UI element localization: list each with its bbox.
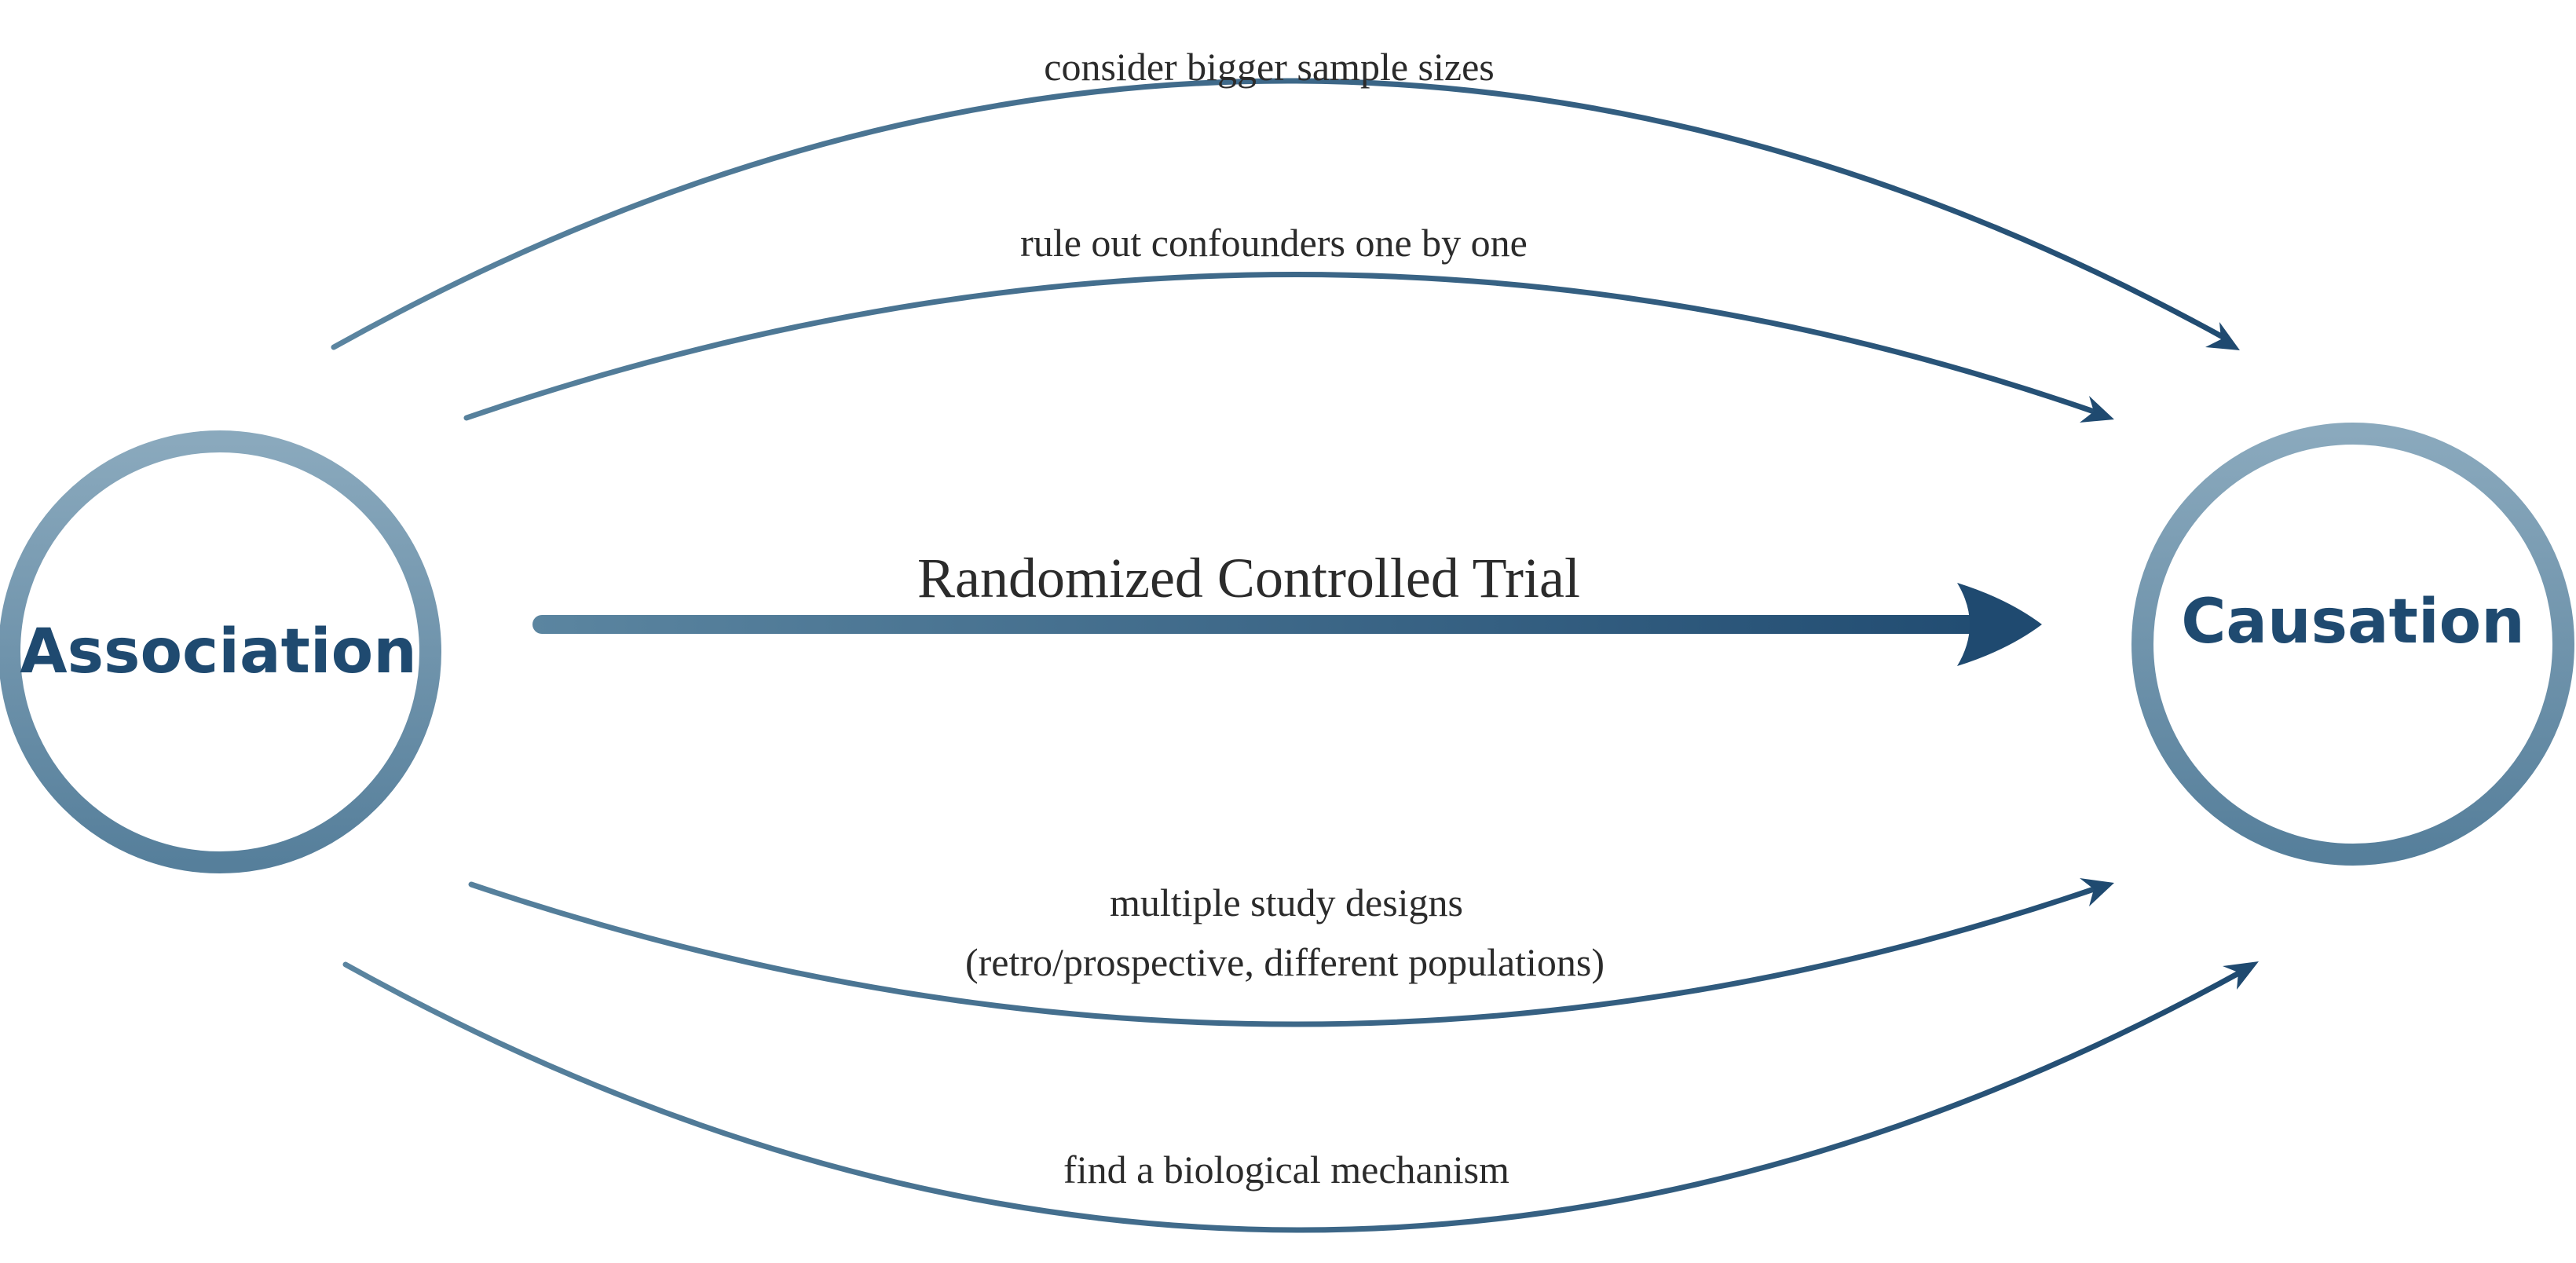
edge-study-designs: multiple study designs (retro/prospectiv…: [468, 878, 2114, 1027]
edge-sample-sizes-label: consider bigger sample sizes: [1044, 45, 1494, 89]
edge-mechanism: find a biological mechanism: [342, 961, 2259, 1233]
edge-rct-arrowhead: [1957, 583, 2042, 666]
edge-mechanism-label: find a biological mechanism: [1063, 1148, 1509, 1192]
association-ring: [0, 430, 441, 873]
edge-confounders-curve: [463, 272, 2102, 421]
edge-sample-sizes: consider bigger sample sizes: [331, 45, 2240, 350]
edge-sample-sizes-arrowhead: [2205, 322, 2240, 350]
edge-study-designs-curve: [468, 881, 2102, 1027]
association-label: Association: [20, 617, 417, 687]
edge-confounders-arrowhead: [2080, 396, 2114, 423]
edge-confounders-label: rule out confounders one by one: [1020, 221, 1528, 265]
causation-label: Causation: [2181, 587, 2525, 657]
edge-rct: Randomized Controlled Trial: [532, 547, 2042, 666]
edge-study-designs-label-line1: multiple study designs: [1110, 880, 1463, 924]
edge-mechanism-curve: [342, 961, 2246, 1233]
edge-study-designs-label-line2: (retro/prospective, different population…: [965, 940, 1605, 984]
edge-rct-label: Randomized Controlled Trial: [917, 547, 1580, 610]
edge-confounders: rule out confounders one by one: [463, 221, 2114, 423]
edge-mechanism-arrowhead: [2223, 961, 2259, 990]
causation-node: Causation: [2131, 423, 2574, 866]
edge-sample-sizes-curve: [331, 78, 2227, 350]
edge-study-designs-arrowhead: [2080, 878, 2114, 906]
association-node: Association: [0, 430, 441, 873]
causation-ring: [2131, 423, 2574, 866]
